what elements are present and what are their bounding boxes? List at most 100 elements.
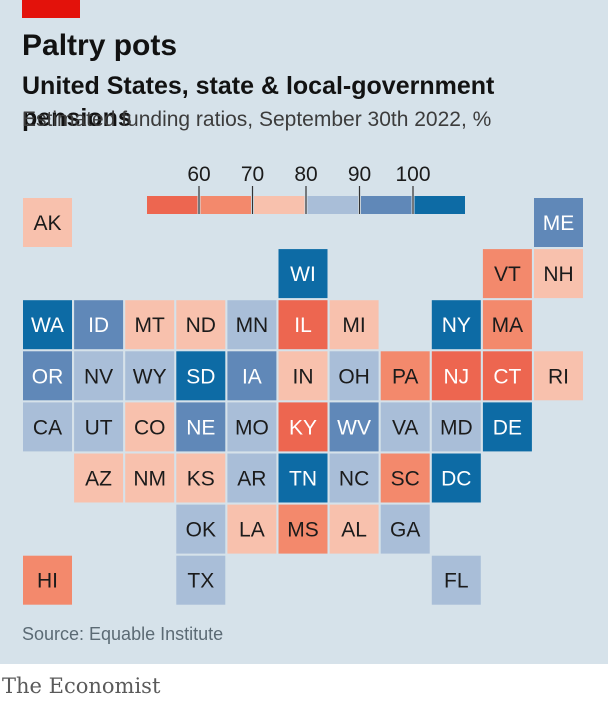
state-label: MA bbox=[492, 314, 524, 337]
legend-swatch bbox=[361, 196, 412, 214]
legend-swatch bbox=[200, 196, 251, 214]
state-label: ND bbox=[186, 314, 216, 337]
state-label: PA bbox=[392, 365, 418, 388]
state-label: NM bbox=[133, 468, 166, 491]
state-label: MI bbox=[342, 314, 365, 337]
state-tile-md bbox=[431, 402, 481, 452]
state-tile-id bbox=[74, 300, 124, 350]
state-label: TN bbox=[289, 468, 317, 491]
legend-tick-label: 100 bbox=[395, 163, 430, 186]
state-tile-mi bbox=[329, 300, 379, 350]
state-tile-ar bbox=[227, 453, 277, 503]
state-label: NH bbox=[543, 263, 573, 286]
state-label: FL bbox=[444, 570, 469, 593]
state-tile-tn bbox=[278, 453, 328, 503]
state-tile-nc bbox=[329, 453, 379, 503]
state-label: DC bbox=[441, 468, 471, 491]
state-tile-me bbox=[534, 198, 583, 247]
source-note: Source: Equable Institute bbox=[22, 624, 224, 644]
state-tile-ct bbox=[482, 351, 532, 401]
state-label: IL bbox=[294, 314, 312, 337]
state-tile-la bbox=[227, 504, 277, 554]
state-label: VA bbox=[392, 416, 418, 439]
state-tile-ia bbox=[227, 351, 277, 401]
state-tile-ok bbox=[176, 504, 226, 554]
state-tile-tx bbox=[176, 555, 226, 605]
state-label: HI bbox=[37, 570, 58, 593]
state-tile-ky bbox=[278, 402, 328, 452]
state-tile-dc bbox=[431, 453, 481, 503]
state-label: ID bbox=[88, 314, 109, 337]
state-label: NJ bbox=[443, 365, 469, 388]
legend-tick-label: 80 bbox=[294, 163, 317, 186]
state-tile-ak bbox=[23, 198, 72, 247]
tile-map: 60 70 80 90 100 AK ME WI VT NH WA ID MT ND MN IL MI NY MA O… bbox=[23, 163, 583, 605]
state-label: IA bbox=[242, 365, 262, 388]
state-label: KS bbox=[187, 468, 215, 491]
state-tile-ma bbox=[482, 300, 532, 350]
state-label: OK bbox=[186, 519, 216, 542]
state-label: RI bbox=[548, 365, 569, 388]
state-tile-wi bbox=[278, 249, 328, 299]
state-tile-hi bbox=[23, 555, 72, 605]
chart-title: Paltry pots bbox=[22, 29, 178, 62]
state-tile-pa bbox=[380, 351, 430, 401]
state-tile-ri bbox=[534, 351, 583, 401]
state-label: OH bbox=[338, 365, 370, 388]
state-tile-az bbox=[74, 453, 124, 503]
legend-tick-label: 60 bbox=[187, 163, 210, 186]
state-label: IN bbox=[293, 365, 314, 388]
state-tile-mo bbox=[227, 402, 277, 452]
state-tile-ga bbox=[380, 504, 430, 554]
brand-red-tag bbox=[22, 0, 80, 18]
legend-tick-label: 70 bbox=[241, 163, 264, 186]
state-label: NV bbox=[84, 365, 113, 388]
legend-tick-label: 90 bbox=[348, 163, 371, 186]
state-label: GA bbox=[390, 519, 420, 542]
state-tile-ks bbox=[176, 453, 226, 503]
state-tile-nd bbox=[176, 300, 226, 350]
state-label: TX bbox=[187, 570, 214, 593]
state-tile-co bbox=[125, 402, 175, 452]
state-label: NC bbox=[339, 468, 369, 491]
state-tile-de bbox=[482, 402, 532, 452]
state-label: ME bbox=[543, 212, 575, 235]
state-label: SD bbox=[186, 365, 215, 388]
state-tile-wy bbox=[125, 351, 175, 401]
state-tile-sd bbox=[176, 351, 226, 401]
state-label: MO bbox=[235, 416, 269, 439]
chart-description: Estimated funding ratios, September 30th… bbox=[22, 108, 492, 131]
state-label: WA bbox=[31, 314, 64, 337]
state-label: MT bbox=[135, 314, 165, 337]
state-tile-nh bbox=[534, 249, 583, 299]
state-label: KY bbox=[289, 416, 317, 439]
state-tile-ny bbox=[431, 300, 481, 350]
state-label: NY bbox=[442, 314, 471, 337]
state-tile-ut bbox=[74, 402, 124, 452]
state-tile-in bbox=[278, 351, 328, 401]
legend-swatch bbox=[254, 196, 305, 214]
state-label: MS bbox=[287, 519, 319, 542]
state-label: LA bbox=[239, 519, 265, 542]
state-label: AK bbox=[33, 212, 61, 235]
legend-swatch bbox=[147, 196, 198, 214]
state-tile-ms bbox=[278, 504, 328, 554]
state-tile-oh bbox=[329, 351, 379, 401]
state-tile-wv bbox=[329, 402, 379, 452]
state-tile-fl bbox=[431, 555, 481, 605]
state-label: CA bbox=[33, 416, 62, 439]
state-label: AR bbox=[237, 468, 266, 491]
state-tile-wa bbox=[23, 300, 72, 350]
state-tile-va bbox=[380, 402, 430, 452]
state-label: UT bbox=[85, 416, 113, 439]
state-label: MD bbox=[440, 416, 473, 439]
state-tile-nj bbox=[431, 351, 481, 401]
state-label: AL bbox=[341, 519, 367, 542]
state-label: MN bbox=[236, 314, 269, 337]
state-tile-mt bbox=[125, 300, 175, 350]
economist-logo: The Economist bbox=[2, 674, 161, 698]
state-label: WI bbox=[290, 263, 316, 286]
legend-swatch bbox=[307, 196, 358, 214]
state-label: NE bbox=[186, 416, 215, 439]
state-label: WV bbox=[337, 416, 371, 439]
